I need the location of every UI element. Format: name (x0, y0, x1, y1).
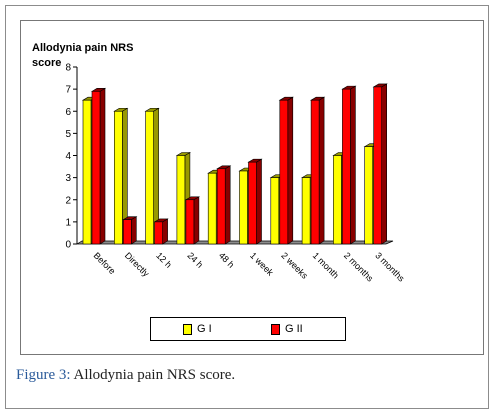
bar-side (224, 165, 231, 245)
y-tick-label: 4 (65, 151, 71, 162)
bar (364, 146, 374, 245)
legend-item-gii: G II (271, 322, 303, 336)
x-tick-label: 12 h (154, 250, 173, 269)
bar (123, 219, 132, 245)
bar-side (287, 96, 294, 245)
x-tick-label: 48 h (217, 250, 236, 269)
y-tick-label: 7 (65, 85, 71, 96)
bar (207, 172, 217, 245)
bar-side (350, 85, 356, 245)
y-tick-label: 8 (65, 63, 71, 74)
x-tick-label: Directly (123, 250, 152, 279)
figure-caption-label: Figure 3: (16, 367, 71, 383)
y-tick-label: 0 (65, 240, 71, 251)
y-tick-label: 1 (65, 217, 71, 228)
x-tick-label: Before (92, 250, 118, 276)
x-tick-label: 2 months (342, 250, 376, 284)
y-tick-label: 2 (65, 195, 71, 206)
bar (373, 86, 383, 245)
chart-legend: G I G II (150, 317, 346, 341)
bar-side (381, 83, 388, 245)
figure-caption-text: Allodynia pain NRS score. (70, 367, 236, 383)
bar (239, 170, 248, 245)
x-tick-label: 1 month (311, 250, 341, 280)
bar (185, 199, 195, 245)
bar (310, 99, 320, 245)
bar (114, 110, 123, 245)
bar-side (193, 196, 200, 245)
bar-side (162, 218, 168, 245)
bar-side (318, 96, 325, 245)
bar (216, 168, 226, 245)
legend-item-gi: G I (183, 322, 212, 336)
legend-swatch-gii (271, 323, 280, 335)
bar-side (131, 216, 137, 245)
y-tick-label: 6 (65, 107, 71, 118)
bar (91, 91, 101, 245)
y-tick-label: 3 (65, 173, 71, 184)
legend-swatch-gi (183, 323, 192, 335)
bar (342, 88, 351, 245)
legend-label-gi: G I (197, 323, 212, 335)
x-tick-label: 24 h (185, 250, 204, 269)
figure-caption: Figure 3: Allodynia pain NRS score. (16, 367, 235, 384)
chart-title: Allodynia pain NRS score (32, 42, 134, 69)
bar (333, 155, 342, 245)
x-tick-label: 2 weeks (279, 250, 310, 281)
bar (270, 177, 280, 245)
bar (154, 221, 163, 245)
bar-side (99, 87, 106, 245)
x-tick-label: 3 months (373, 250, 407, 284)
bar (82, 99, 92, 245)
legend-label-gii: G II (285, 323, 303, 335)
bar (248, 161, 257, 245)
bar (279, 99, 289, 245)
bar-side (256, 158, 262, 245)
bar (301, 177, 311, 245)
y-tick-label: 5 (65, 129, 71, 140)
figure-frame (5, 5, 489, 409)
bar (145, 110, 154, 245)
x-tick-label: 1 week (248, 250, 276, 278)
bar (176, 155, 186, 245)
